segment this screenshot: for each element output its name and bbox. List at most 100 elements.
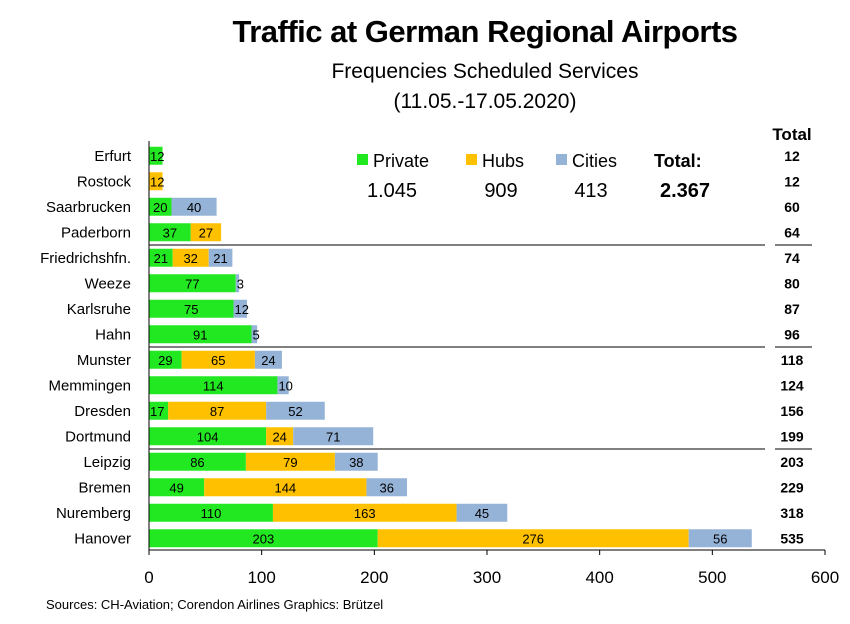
bar-value-label: 3 [237,276,244,291]
category-label: Hahn [95,326,131,343]
bar-value-label: 87 [210,404,224,419]
bar-segment-private [149,197,172,216]
bar-segment-private [149,376,278,395]
bar-segment-cities [277,376,289,395]
bar-segment-cities [688,529,752,548]
x-tick-label: 500 [698,568,726,587]
bar-value-label: 91 [193,327,207,342]
bar-segment-cities [233,299,248,318]
total-value: 124 [780,377,804,393]
category-labels: Erfurt Rostock Saarbrucken Paderborn Friedri… [40,148,132,548]
bar-value-label: 20 [153,200,167,215]
bar-segment-cities [456,503,508,522]
legend-label: Hubs [482,151,524,171]
bar-segment-cities [266,401,325,420]
bar-value-label: 29 [158,353,172,368]
total-value: 60 [784,199,800,215]
legend-label: Cities [572,151,617,171]
bar-value-label: 12 [150,174,164,189]
bar-segment-hubs [204,478,367,497]
bar-value-label: 86 [190,455,204,470]
bar-segment-cities [293,427,374,446]
bar-segment-private [149,529,378,548]
bar-segment-hubs [190,223,222,242]
bar-segment-private [149,299,234,318]
x-tick-label: 300 [473,568,501,587]
legend: Private 1.045 Hubs 909 Cities 413 Total: 2.367 [357,151,710,202]
category-label: Leipzig [83,454,131,471]
total-value: 229 [780,479,804,495]
legend-value: 909 [484,180,517,202]
bar-segment-cities [254,350,282,369]
bar-value-label: 24 [272,429,286,444]
bar-segment-private [149,146,163,165]
legend-total-label: Total: [654,151,702,171]
x-tick-label: 200 [360,568,388,587]
bar-segment-hubs [377,529,689,548]
total-value: 118 [781,352,804,368]
bar-segment-cities [171,197,217,216]
bar-value-label: 12 [150,149,164,164]
bar-segment-hubs [245,452,335,471]
bar-segment-hubs [172,248,209,267]
bar-segment-hubs [181,350,255,369]
bar-value-label: 49 [169,480,183,495]
bar-value-label: 52 [288,404,302,419]
bar-segment-private [149,325,252,344]
legend-value: 1.045 [367,180,417,202]
bar-segment-private [149,223,191,242]
bar-value-label: 40 [187,200,201,215]
bar-value-label: 24 [261,353,275,368]
bar-segment-hubs [266,427,294,446]
chart-date-range: (11.05.-17.05.2020) [393,90,577,113]
x-tick-label: 100 [247,568,275,587]
bar-segment-cities [208,248,233,267]
source-note: Sources: CH-Aviation; Corendon Airlines … [46,597,384,612]
chart-title: Traffic at German Regional Airports [232,14,738,49]
bar-value-label: 163 [354,506,376,521]
chart-subtitle: Frequencies Scheduled Services [331,60,639,83]
bar-segment-hubs [149,172,163,191]
total-value: 64 [784,224,800,240]
legend-total-value: 2.367 [660,180,710,202]
bar-value-label: 38 [349,455,363,470]
category-label: Rostock [77,173,132,190]
total-labels: 12 12 60 64 74 80 87 96 118 124 156 199 203 229 318 535… [772,125,811,546]
bar-value-label: 56 [713,531,727,546]
group-separators [149,244,812,450]
bar-segment-private [149,274,236,293]
bar-value-label: 10 [278,378,292,393]
bar-value-label: 114 [203,378,224,393]
category-label: Memmingen [48,377,131,394]
bar-segment-private [149,248,173,267]
total-header: Total [772,125,811,144]
bar-segment-private [149,427,267,446]
bar-value-label: 32 [183,251,197,266]
total-value: 535 [780,530,804,546]
total-value: 12 [784,173,800,189]
bar-segment-private [149,503,273,522]
bar-value-label: 71 [326,429,340,444]
category-label: Dortmund [65,428,131,445]
category-label: Friedrichshfn. [40,250,131,267]
bar-value-label: 79 [283,455,297,470]
x-tick-label: 400 [585,568,613,587]
total-value: 318 [780,505,804,521]
x-axis: 0 100 200 300 400 500 600 [144,141,839,587]
category-label: Nuremberg [56,505,131,522]
bar-value-label: 12 [235,302,249,317]
x-tick-label: 600 [811,568,839,587]
total-value: 12 [784,148,800,164]
bar-segment-hubs [272,503,457,522]
bar-value-label: 36 [379,480,393,495]
bar-segment-private [149,350,182,369]
total-value: 156 [780,403,804,419]
category-label: Bremen [78,479,131,496]
bar-value-label: 75 [184,302,198,317]
legend-swatch-cities [556,154,567,165]
bar-segment-cities [334,452,378,471]
legend-swatch-hubs [466,154,477,165]
x-tick-label: 0 [144,568,153,587]
